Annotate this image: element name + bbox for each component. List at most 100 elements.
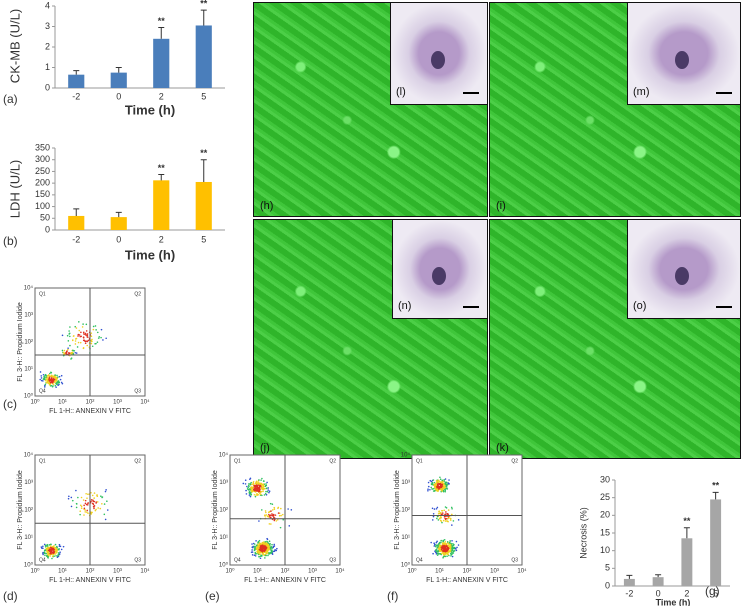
event-dot — [264, 540, 267, 543]
event-dot — [288, 525, 291, 527]
event-dot — [454, 547, 457, 550]
event-dot — [55, 376, 58, 379]
event-dot — [52, 379, 55, 381]
y-tick-label: 1 — [45, 62, 50, 72]
inset-image: (o) — [627, 219, 741, 319]
event-dot — [267, 515, 269, 517]
event-dot — [44, 373, 47, 376]
error-bar — [158, 173, 165, 181]
event-dot — [60, 548, 63, 551]
event-dot — [49, 379, 51, 382]
event-dot — [48, 553, 51, 556]
event-dot — [455, 549, 458, 552]
y-tick-label: 30 — [600, 474, 610, 484]
event-dot — [445, 511, 447, 513]
event-dot — [453, 547, 456, 549]
y-tick-label: 20 — [600, 510, 610, 520]
event-dot — [436, 490, 439, 492]
event-dot — [448, 545, 450, 548]
event-dot — [79, 510, 82, 512]
event-dot — [90, 335, 93, 338]
event-dot — [256, 552, 258, 555]
event-dot — [434, 487, 437, 490]
event-dot — [437, 512, 440, 515]
error-bar — [200, 9, 207, 26]
event-dot — [439, 517, 442, 519]
event-dot — [451, 524, 453, 526]
event-dot — [437, 545, 440, 547]
event-dot — [44, 554, 46, 557]
event-dot — [53, 375, 55, 378]
x-tick-label: 0 — [656, 588, 661, 598]
event-dot — [57, 554, 60, 556]
event-dot — [47, 546, 49, 549]
event-dot — [61, 334, 64, 337]
event-dot — [51, 557, 53, 560]
event-dot — [431, 481, 434, 484]
event-dot — [449, 517, 452, 520]
event-dot — [435, 482, 437, 485]
x-tick-label: 5 — [201, 91, 206, 101]
event-dot — [49, 545, 52, 547]
event-dot — [48, 377, 51, 380]
event-dot — [40, 375, 43, 377]
event-dot — [253, 548, 256, 550]
event-dot — [252, 482, 255, 485]
event-dot — [262, 488, 264, 491]
error-bar — [73, 208, 80, 216]
event-dot — [245, 489, 247, 492]
event-dot — [104, 518, 107, 521]
event-dot — [45, 552, 48, 555]
x-tick-label: -2 — [625, 588, 633, 598]
event-dot — [84, 509, 86, 511]
y-tick-label: 4 — [45, 0, 50, 10]
y-tick-label: 0 — [45, 82, 50, 92]
event-dot — [262, 541, 265, 543]
panel-label: (h) — [260, 200, 274, 212]
event-dot — [97, 507, 99, 509]
error-bar — [712, 491, 719, 500]
event-dot — [447, 509, 450, 511]
panel-label: (n) — [398, 300, 412, 312]
x-axis-label: Time (h) — [125, 102, 175, 117]
significance: ** — [158, 163, 166, 173]
panel-label: (a) — [3, 92, 18, 106]
inset-image: (n) — [392, 219, 488, 319]
event-dot — [52, 553, 55, 556]
event-dot — [433, 484, 435, 486]
event-dot — [255, 547, 258, 549]
x-tick-label: 10¹ — [58, 569, 67, 575]
event-dot — [444, 518, 447, 521]
event-dot — [253, 554, 256, 556]
event-dot — [440, 548, 443, 551]
event-dot — [439, 481, 442, 484]
event-dot — [82, 347, 85, 349]
event-dot — [447, 482, 450, 484]
event-dot — [55, 386, 57, 388]
event-dot — [43, 549, 46, 552]
event-dot — [442, 540, 445, 543]
event-dot — [50, 552, 52, 554]
event-dot — [250, 481, 252, 484]
event-dot — [450, 551, 453, 553]
event-dot — [40, 546, 43, 548]
event-dot — [444, 555, 447, 558]
event-dot — [42, 378, 45, 380]
y-tick-label: 10⁰ — [24, 393, 34, 400]
event-dot — [267, 549, 269, 551]
event-dot — [258, 520, 260, 522]
x-axis-label: FL 1-H:: ANNEXIN V FITC — [49, 577, 131, 584]
x-axis-label: FL 1-H:: ANNEXIN V FITC — [426, 577, 508, 584]
event-dot — [441, 509, 443, 512]
error-bar — [73, 70, 80, 75]
event-dot — [264, 542, 267, 545]
event-dot — [430, 541, 432, 544]
event-dot — [260, 479, 262, 481]
event-dot — [435, 489, 438, 492]
x-tick-label: 10² — [281, 569, 290, 575]
event-dot — [261, 486, 263, 489]
event-dot — [245, 493, 248, 495]
y-tick-label: 10¹ — [24, 535, 33, 541]
event-dot — [92, 328, 95, 331]
event-dot — [447, 516, 450, 518]
